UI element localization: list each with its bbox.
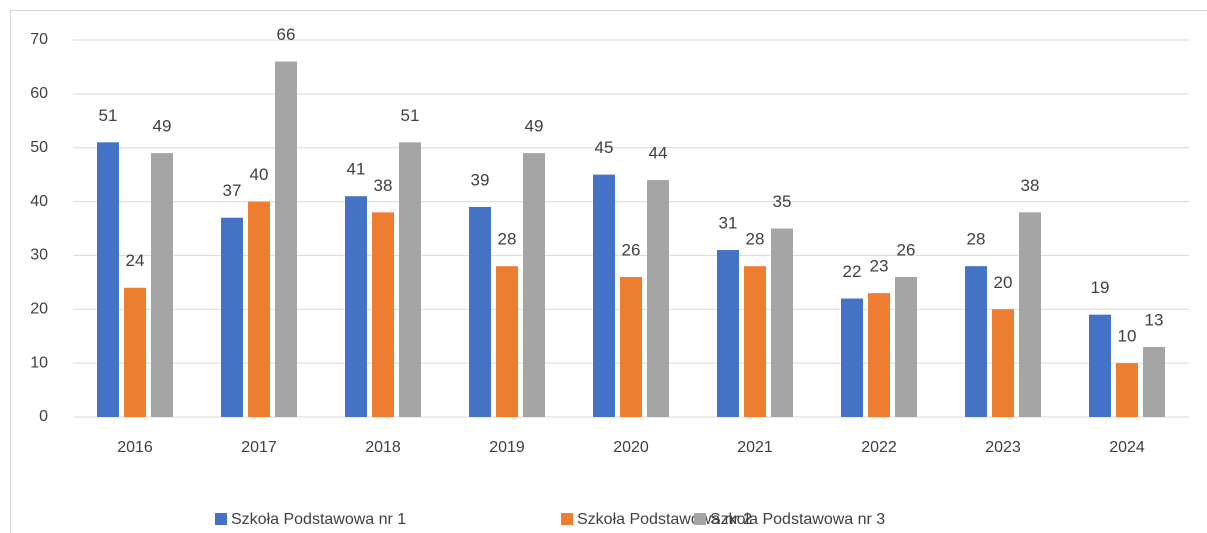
data-label: 41 xyxy=(347,160,366,179)
bar xyxy=(124,287,146,417)
bar xyxy=(523,153,545,417)
y-tick-label: 10 xyxy=(30,354,48,371)
bar xyxy=(399,142,421,418)
data-label: 19 xyxy=(1091,278,1110,297)
bar xyxy=(620,276,642,417)
data-label: 10 xyxy=(1118,327,1137,346)
x-tick-label: 2016 xyxy=(117,439,153,456)
data-label: 49 xyxy=(525,117,544,136)
data-label: 40 xyxy=(250,165,269,184)
data-label: 51 xyxy=(401,106,420,125)
bar xyxy=(221,217,243,417)
y-tick-label: 20 xyxy=(30,301,48,318)
x-tick-label: 2019 xyxy=(489,439,525,456)
data-label: 28 xyxy=(498,230,517,249)
bar xyxy=(895,276,917,417)
data-label: 26 xyxy=(622,240,641,259)
data-label: 51 xyxy=(99,106,118,125)
x-tick-label: 2022 xyxy=(861,439,897,456)
bar xyxy=(744,266,766,417)
data-label: 28 xyxy=(746,230,765,249)
data-label: 35 xyxy=(773,192,792,211)
y-tick-label: 60 xyxy=(30,85,48,102)
bar xyxy=(372,212,394,417)
y-tick-label: 30 xyxy=(30,247,48,264)
data-label: 28 xyxy=(967,230,986,249)
y-tick-label: 50 xyxy=(30,139,48,156)
data-label: 44 xyxy=(649,144,668,163)
bar xyxy=(469,206,491,417)
legend-swatch xyxy=(215,513,227,525)
bar xyxy=(496,266,518,417)
data-label: 13 xyxy=(1145,310,1164,329)
legend-label: Szkoła Podstawowa nr 3 xyxy=(710,511,885,528)
data-label: 24 xyxy=(126,251,145,270)
bar xyxy=(345,196,367,417)
bar xyxy=(275,61,297,418)
legend-label: Szkoła Podstawowa nr 2 xyxy=(577,511,752,528)
x-tick-label: 2023 xyxy=(985,439,1021,456)
x-tick-label: 2020 xyxy=(613,439,649,456)
data-label: 20 xyxy=(994,273,1013,292)
y-tick-label: 70 xyxy=(30,31,48,48)
bar xyxy=(965,266,987,417)
legend-swatch xyxy=(694,513,706,525)
x-tick-label: 2018 xyxy=(365,439,401,456)
data-label: 26 xyxy=(897,240,916,259)
bar xyxy=(1019,212,1041,417)
bar xyxy=(841,298,863,417)
legend-label: Szkoła Podstawowa nr 1 xyxy=(231,511,406,528)
bar xyxy=(647,180,669,417)
y-tick-label: 0 xyxy=(39,408,48,425)
data-label: 31 xyxy=(719,214,738,233)
data-label: 49 xyxy=(153,117,172,136)
data-label: 37 xyxy=(223,181,242,200)
bar xyxy=(992,309,1014,417)
chart-border xyxy=(10,10,1207,533)
bar xyxy=(151,153,173,417)
bar xyxy=(1116,363,1138,417)
x-tick-label: 2021 xyxy=(737,439,773,456)
bar xyxy=(248,201,270,417)
x-tick-label: 2017 xyxy=(241,439,277,456)
data-label: 38 xyxy=(1021,176,1040,195)
y-tick-label: 40 xyxy=(30,193,48,210)
x-tick-label: 2024 xyxy=(1109,439,1145,456)
bar xyxy=(97,142,119,418)
bar xyxy=(593,174,615,417)
bar xyxy=(771,228,793,417)
data-label: 39 xyxy=(471,170,490,189)
data-label: 45 xyxy=(595,138,614,157)
data-label: 23 xyxy=(870,257,889,276)
data-label: 38 xyxy=(374,176,393,195)
bar xyxy=(1143,346,1165,417)
data-label: 22 xyxy=(843,262,862,281)
bar xyxy=(717,250,739,417)
bar xyxy=(1089,314,1111,417)
data-label: 66 xyxy=(277,25,296,44)
bar xyxy=(868,293,890,417)
legend-swatch xyxy=(561,513,573,525)
